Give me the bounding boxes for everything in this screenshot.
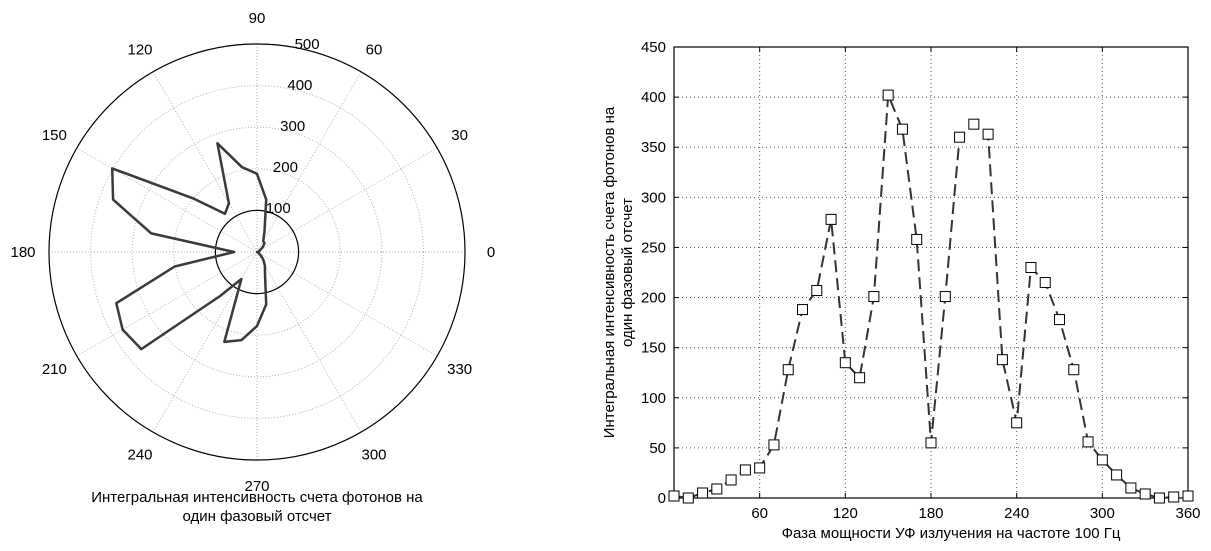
data-point-marker xyxy=(1139,488,1151,500)
x-tick-label: 60 xyxy=(751,505,768,522)
y-tick-label: 450 xyxy=(641,39,666,56)
polar-angle-tick-label: 240 xyxy=(127,447,152,464)
y-tick-label: 250 xyxy=(641,239,666,256)
y-tick-label: 400 xyxy=(641,89,666,106)
y-tick-label: 0 xyxy=(658,490,666,507)
x-tick-label: 180 xyxy=(918,505,943,522)
data-point-marker xyxy=(954,131,966,143)
polar-caption: один фазовый отсчет xyxy=(182,508,331,525)
polar-inner-circle xyxy=(214,209,300,295)
data-point-marker xyxy=(797,304,808,316)
data-point-marker xyxy=(1025,261,1037,273)
y-tick-label: 100 xyxy=(641,390,666,407)
y-axis-label: Интегральная интенсивность счета фотонов… xyxy=(601,106,636,438)
data-point-marker xyxy=(1068,364,1080,376)
polar-chart: 0 30 60 90 120 150 180 210 240 270 300 330 100 200 300… xyxy=(10,10,495,525)
data-point-marker xyxy=(896,123,908,135)
polar-radial-tick-label: 400 xyxy=(287,77,312,94)
y-axis-label-line: один фазовый отсчет xyxy=(619,198,636,347)
data-point-marker xyxy=(1153,492,1165,504)
y-axis-label-line: Интегральная интенсивность счета фотонов… xyxy=(601,106,618,438)
data-point-marker xyxy=(725,474,737,486)
polar-spoke xyxy=(152,71,258,253)
polar-grid-circle xyxy=(173,168,341,336)
data-point-marker xyxy=(1082,436,1094,448)
polar-angle-tick-label: 300 xyxy=(361,447,386,464)
data-point-marker xyxy=(711,483,723,495)
data-point-marker xyxy=(811,285,823,297)
data-point-marker xyxy=(882,89,894,101)
polar-angle-tick-label: 210 xyxy=(42,361,67,378)
data-point-marker xyxy=(1096,454,1108,466)
y-tick-label: 50 xyxy=(649,440,666,457)
polar-series-line xyxy=(110,142,268,351)
polar-angle-tick-label: 150 xyxy=(42,127,67,144)
polar-angle-tick-label: 90 xyxy=(249,10,266,27)
polar-radial-tick-label: 200 xyxy=(273,159,298,176)
data-point-marker xyxy=(754,462,766,474)
data-point-marker xyxy=(825,213,837,225)
y-tick-label: 300 xyxy=(641,189,666,206)
y-tick-label: 150 xyxy=(641,340,666,357)
data-point-marker xyxy=(668,490,680,502)
polar-spoke xyxy=(256,251,362,433)
data-point-marker xyxy=(925,437,937,449)
polar-angle-tick-label: 180 xyxy=(10,244,35,261)
data-point-marker xyxy=(1111,469,1123,481)
data-point-marker xyxy=(697,487,709,499)
polar-angle-tick-label: 270 xyxy=(244,478,269,495)
polar-outer-circle xyxy=(48,43,466,461)
line-chart: 60 120 180 240 300 360 0 50 100 150 200 250 300 350 40… xyxy=(601,39,1201,542)
data-point-marker xyxy=(1054,314,1065,326)
data-point-marker xyxy=(1168,491,1180,503)
y-tick-label: 350 xyxy=(641,139,666,156)
polar-radial-tick-label: 500 xyxy=(295,36,320,53)
polar-angle-tick-label: 120 xyxy=(127,41,152,58)
polar-radial-tick-label: 100 xyxy=(266,200,291,217)
data-point-marker xyxy=(682,492,694,504)
data-point-marker xyxy=(782,364,794,376)
y-tick-label: 200 xyxy=(641,290,666,307)
data-point-marker xyxy=(982,128,994,140)
polar-spoke xyxy=(256,251,438,357)
data-point-marker xyxy=(968,118,980,130)
polar-grid-circle xyxy=(131,126,383,378)
x-tick-label: 300 xyxy=(1090,505,1115,522)
x-tick-label: 120 xyxy=(833,505,858,522)
polar-radial-tick-label: 300 xyxy=(280,118,305,135)
polar-caption: Интегральная интенсивность счета фотонов… xyxy=(91,489,423,506)
data-point-marker xyxy=(996,354,1008,366)
x-tick-label: 360 xyxy=(1175,505,1200,522)
polar-angle-tick-label: 330 xyxy=(447,361,472,378)
data-point-marker xyxy=(854,372,866,384)
polar-angle-tick-label: 30 xyxy=(451,127,468,144)
polar-angle-tick-label: 60 xyxy=(366,41,383,58)
x-tick-label: 240 xyxy=(1004,505,1029,522)
data-point-marker xyxy=(868,291,880,303)
data-point-marker xyxy=(939,291,951,303)
x-axis-label: Фаза мощности УФ излучения на частоте 10… xyxy=(782,525,1121,542)
polar-angle-tick-label: 0 xyxy=(487,244,495,261)
polar-grid-circle xyxy=(90,85,424,419)
data-point-marker xyxy=(1125,482,1137,494)
data-point-marker xyxy=(1039,277,1051,289)
data-point-marker xyxy=(739,464,751,476)
data-point-marker xyxy=(839,357,851,369)
data-point-marker xyxy=(1011,417,1023,429)
data-point-marker xyxy=(1182,490,1194,502)
data-point-marker xyxy=(768,439,780,451)
data-point-marker xyxy=(911,233,923,245)
